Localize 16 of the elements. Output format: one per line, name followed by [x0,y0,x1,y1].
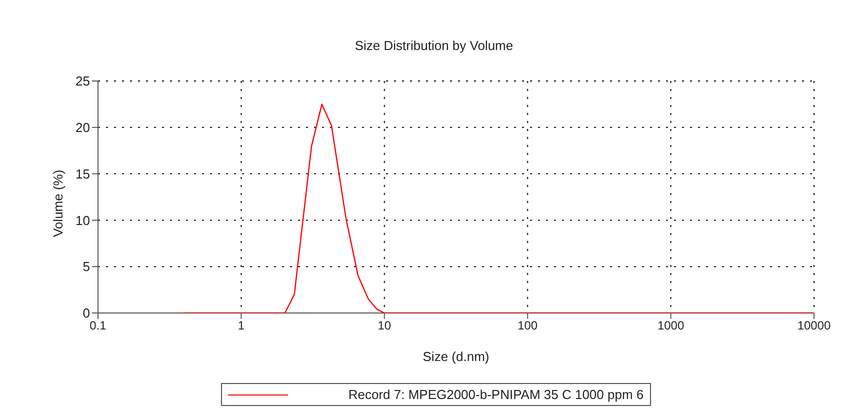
x-tick-label: 10000 [797,318,832,333]
y-tick-label: 15 [76,166,90,182]
chart-title: Size Distribution by Volume [354,38,514,53]
x-tick-label: 10 [378,318,392,333]
y-tick-label: 10 [76,212,90,228]
x-axis-title: Size (d.nm) [422,349,490,364]
y-axis-title: Volume (%) [50,170,66,237]
y-tick-label: 5 [82,259,90,274]
text: Record 7: MPEG2000-b-PNIPAM 35 C 1000 ppm 6 [347,387,644,402]
x-tick-label: 100 [518,318,538,333]
y-tick-label: 0 [82,306,90,321]
x-tick-label: 1000 [657,318,684,333]
x-tick-label: 1 [238,318,245,333]
x-tick-label: 0.1 [90,318,107,333]
y-tick-label: 20 [76,120,90,136]
y-tick-label: 25 [76,74,90,89]
